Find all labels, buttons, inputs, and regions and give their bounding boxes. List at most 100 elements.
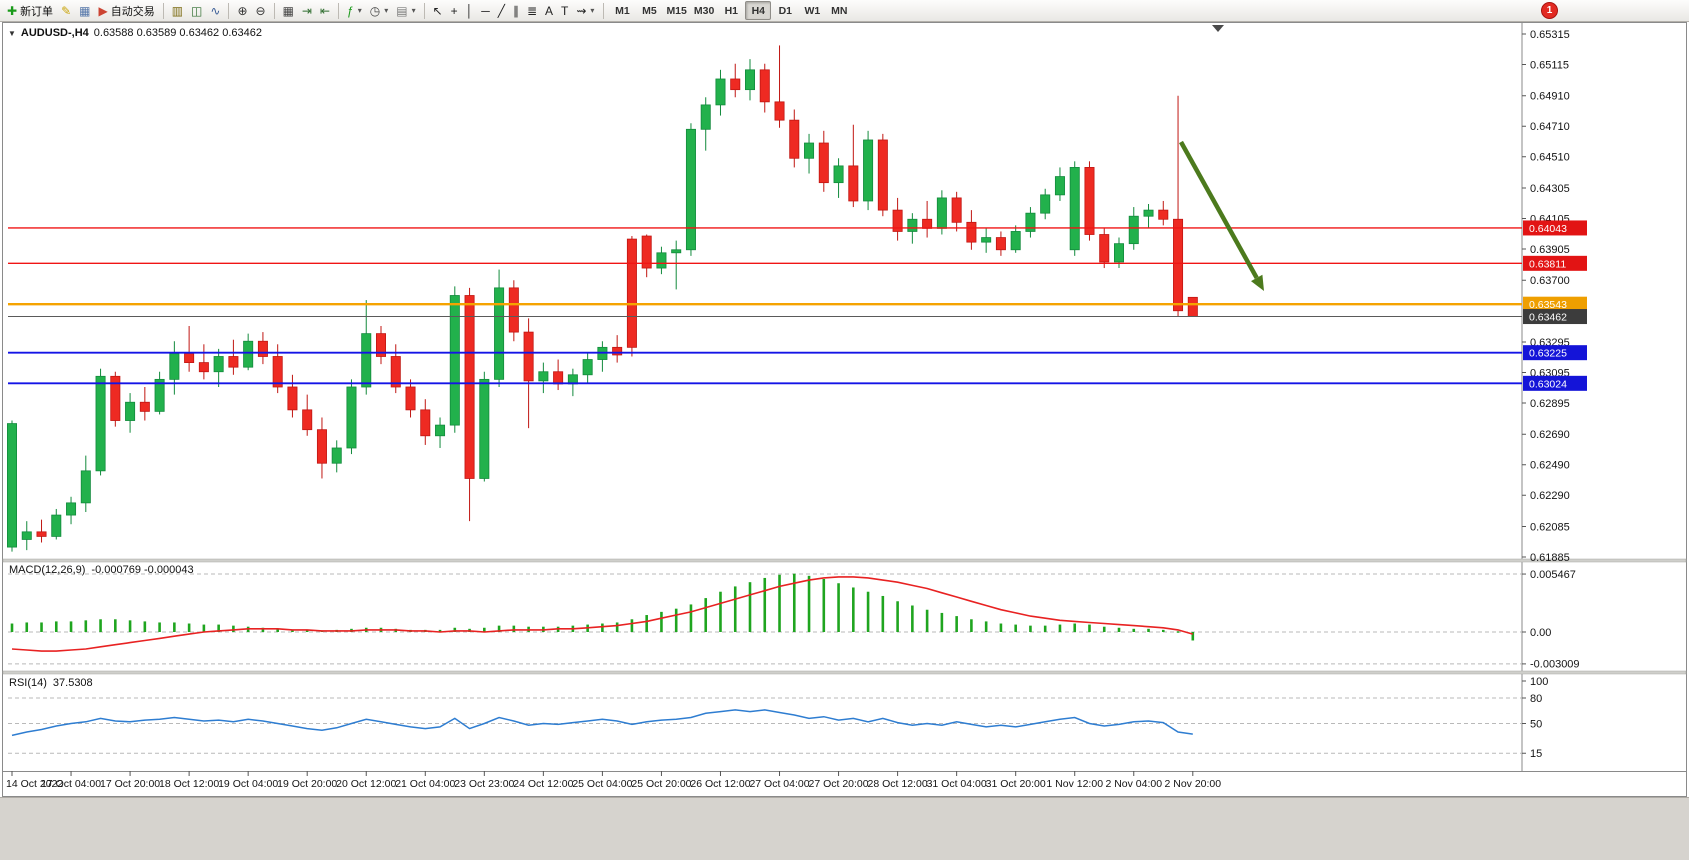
zoom-out-button[interactable]: ⊖ bbox=[252, 1, 270, 20]
timeframe-w1-button[interactable]: W1 bbox=[799, 1, 825, 20]
fibonacci-button[interactable]: ≣ bbox=[523, 1, 541, 20]
chart-bars-icon: ▥ bbox=[171, 3, 184, 18]
candle-body bbox=[272, 356, 283, 388]
candle-body bbox=[36, 531, 47, 537]
candle-body bbox=[995, 237, 1006, 251]
tile-windows-button[interactable]: ▦ bbox=[279, 1, 298, 20]
arrows-icon: ⇝ bbox=[576, 3, 587, 18]
candle bbox=[951, 191, 962, 232]
timeframe-m5-button[interactable]: M5 bbox=[636, 1, 662, 20]
chevron-down-icon[interactable]: ▾ bbox=[357, 6, 362, 15]
vertical-line-button[interactable]: │ bbox=[462, 1, 478, 20]
macd-panel: 0.005467 0.00 -0.003009 bbox=[8, 569, 1580, 671]
support-line-blue-lower-badge: 0.63024 bbox=[1523, 375, 1587, 391]
timeframe-m1-button[interactable]: M1 bbox=[609, 1, 635, 20]
tile-windows-icon: ▦ bbox=[282, 3, 294, 18]
data-window-button[interactable]: ▦ bbox=[75, 1, 94, 20]
candle-body bbox=[1143, 209, 1154, 217]
candle-body bbox=[759, 69, 770, 103]
candle bbox=[331, 440, 342, 473]
candle bbox=[759, 63, 770, 113]
chart-bars-button[interactable]: ▥ bbox=[168, 1, 187, 20]
cursor-button[interactable]: ↖ bbox=[429, 1, 447, 20]
chart-candles-button[interactable]: ◫ bbox=[187, 1, 206, 20]
down-arrow-annotation[interactable] bbox=[1179, 140, 1259, 279]
time-axis-label: 21 Oct 04:00 bbox=[395, 778, 455, 790]
macd-signal-line bbox=[11, 576, 1194, 652]
rsi-line bbox=[11, 709, 1193, 737]
timeframe-mn-button[interactable]: MN bbox=[826, 1, 852, 20]
support-line-orange-badge: 0.63543 bbox=[1523, 296, 1587, 312]
text-label-button[interactable]: T bbox=[557, 1, 572, 20]
crosshair-button[interactable]: + bbox=[447, 1, 462, 20]
candle bbox=[833, 158, 844, 198]
candle bbox=[523, 318, 534, 429]
chart-shift-marker[interactable] bbox=[1212, 25, 1224, 32]
candle bbox=[1187, 296, 1198, 317]
trendline-button[interactable]: ╱ bbox=[494, 1, 509, 20]
candle bbox=[877, 133, 888, 217]
candle bbox=[390, 344, 401, 394]
candle bbox=[700, 97, 711, 151]
candle-body bbox=[420, 409, 431, 437]
templates-button[interactable]: ▤ ▾ bbox=[392, 1, 419, 20]
candle bbox=[405, 379, 416, 418]
macd-axis-label: -0.003009 bbox=[1530, 659, 1580, 671]
auto-scroll-button[interactable]: ⇥ bbox=[298, 1, 316, 20]
candle-body bbox=[848, 165, 859, 202]
new-order-button[interactable]: ✚ 新订单 bbox=[3, 1, 57, 20]
horizontal-line-icon: ─ bbox=[481, 3, 490, 18]
candle bbox=[553, 359, 564, 391]
status-area bbox=[0, 797, 1689, 860]
autotrading-icon: ▶ bbox=[98, 3, 108, 18]
chart-line-button[interactable]: ∿ bbox=[206, 1, 224, 20]
timeframe-h4-button[interactable]: H4 bbox=[745, 1, 772, 20]
timeframe-d1-button[interactable]: D1 bbox=[772, 1, 798, 20]
chart-window-border bbox=[2, 22, 1687, 797]
autotrading-button[interactable]: ▶ 自动交易 bbox=[94, 1, 158, 20]
chart-collapse-icon[interactable]: ▼ bbox=[8, 28, 16, 38]
price-axis-label: 0.62490 bbox=[1530, 460, 1570, 472]
periods-button[interactable]: ◷ ▾ bbox=[366, 1, 393, 20]
candle bbox=[745, 59, 756, 101]
panel-splitter[interactable] bbox=[2, 670, 1687, 675]
price-axis[interactable]: 0.65315 0.65115 0.64910 0.64710 0.64510 0.643… bbox=[1522, 29, 1587, 564]
timeframe-m30-button[interactable]: M30 bbox=[691, 1, 717, 20]
text-button[interactable]: A bbox=[541, 1, 557, 20]
zoom-in-button[interactable]: ⊕ bbox=[233, 1, 251, 20]
channel-icon: ∥ bbox=[512, 3, 519, 18]
timeframe-h1-button[interactable]: H1 bbox=[718, 1, 744, 20]
candle bbox=[1158, 200, 1169, 226]
channel-button[interactable]: ∥ bbox=[509, 1, 523, 20]
price-badge bbox=[1523, 255, 1587, 271]
candle bbox=[1010, 225, 1021, 253]
horizontal-line-button[interactable]: ─ bbox=[477, 1, 494, 20]
candle bbox=[774, 45, 785, 128]
candle bbox=[435, 417, 446, 448]
candle bbox=[66, 496, 77, 525]
chevron-down-icon[interactable]: ▾ bbox=[384, 6, 389, 15]
price-axis-label: 0.63905 bbox=[1530, 244, 1570, 256]
candle bbox=[508, 280, 519, 342]
metaeditor-button[interactable]: ✎ bbox=[57, 1, 75, 20]
candle-body bbox=[243, 340, 254, 368]
notification-badge-icon[interactable]: 1 bbox=[1541, 2, 1558, 19]
chart-shift-button[interactable]: ⇤ bbox=[316, 1, 334, 20]
panel-splitter[interactable] bbox=[2, 558, 1687, 563]
toolbar-separator bbox=[162, 2, 164, 19]
arrows-button[interactable]: ⇝ ▾ bbox=[572, 1, 598, 20]
timeframe-m15-button[interactable]: M15 bbox=[663, 1, 689, 20]
candle-body bbox=[331, 447, 342, 464]
indicators-icon: ƒ bbox=[347, 3, 354, 18]
candle bbox=[361, 300, 372, 395]
chevron-down-icon[interactable]: ▾ bbox=[411, 6, 416, 15]
chart-line-icon: ∿ bbox=[210, 3, 221, 18]
indicators-button[interactable]: ƒ ▾ bbox=[343, 1, 366, 20]
time-axis-label: 26 Oct 12:00 bbox=[690, 778, 750, 790]
candle-body bbox=[700, 104, 711, 130]
candle bbox=[257, 332, 268, 365]
candle bbox=[597, 341, 608, 372]
chevron-down-icon[interactable]: ▾ bbox=[590, 6, 595, 15]
